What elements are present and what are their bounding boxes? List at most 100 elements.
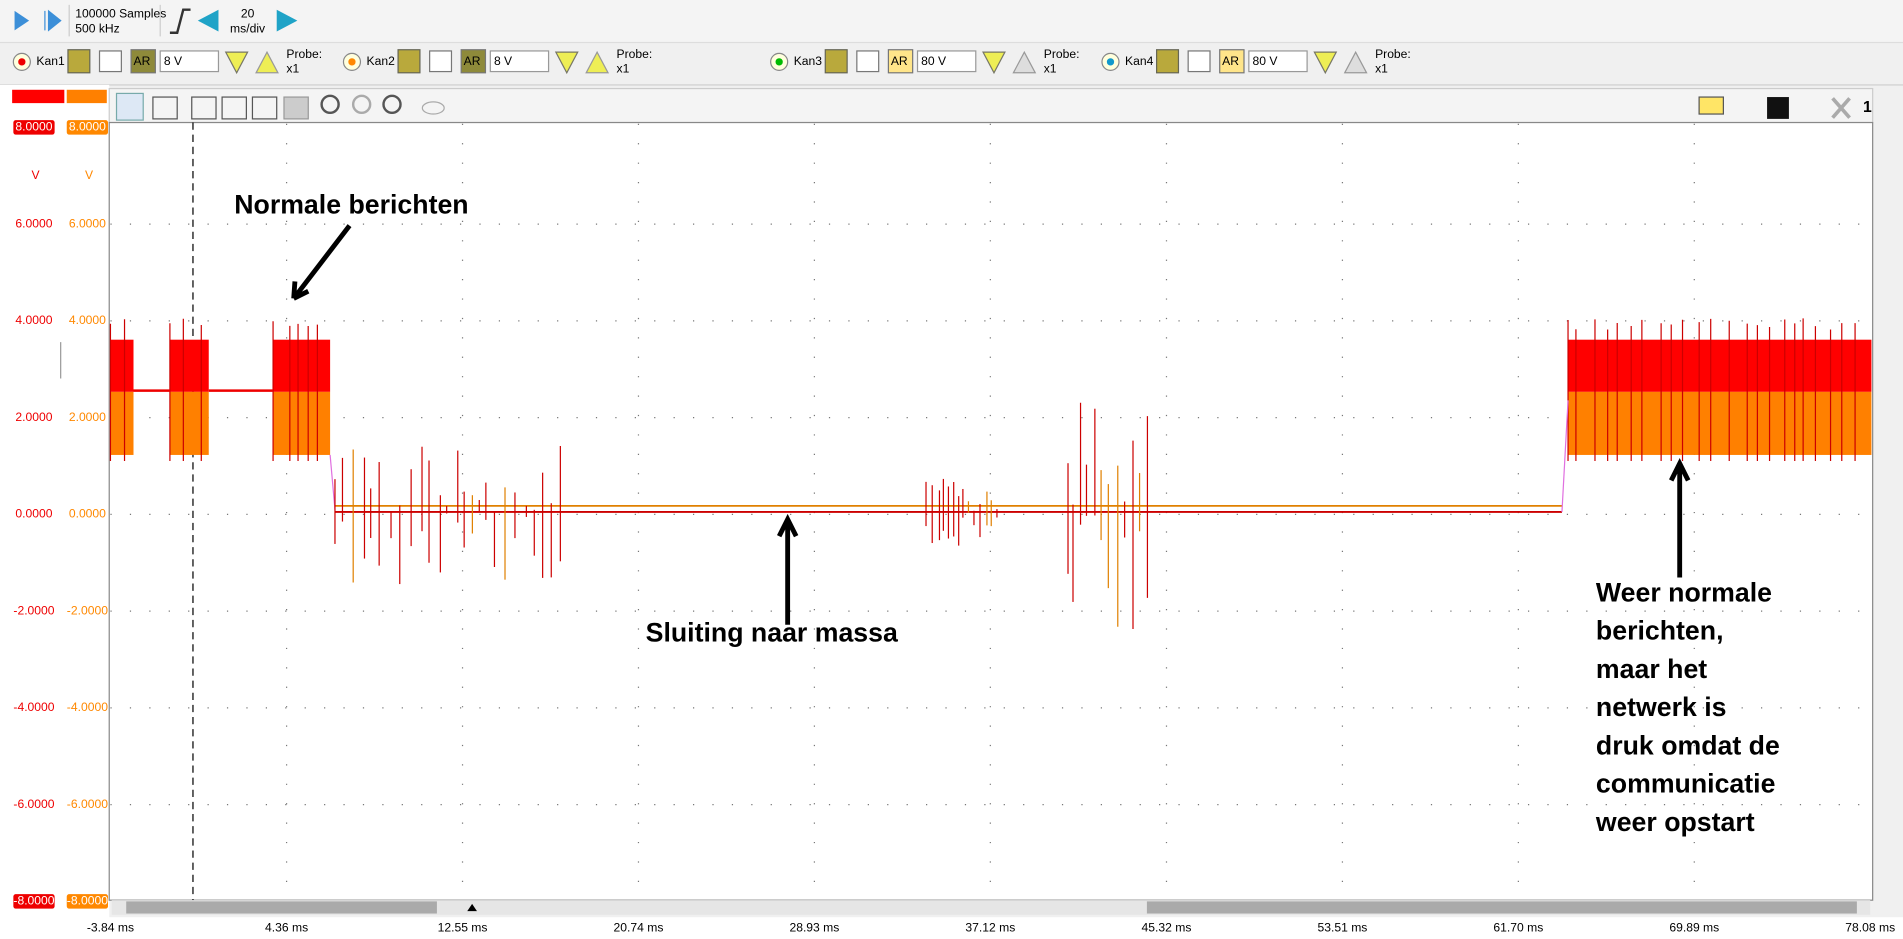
y-tick-label: -6.0000 (67, 797, 108, 811)
x-tick-label: 37.12 ms (965, 920, 1015, 934)
value-button[interactable] (397, 49, 421, 74)
range: 80 V (1252, 54, 1278, 68)
offset-down[interactable] (554, 51, 579, 75)
offset-down[interactable] (224, 51, 249, 75)
settings-button[interactable] (856, 50, 880, 73)
rate: 500 kHz (75, 21, 119, 35)
trace-low (169, 391, 209, 455)
ar-button[interactable] (130, 49, 156, 74)
axis-panel (0, 84, 110, 923)
range-box (66, 120, 109, 135)
timebase-value: 20 (241, 7, 255, 21)
range-select[interactable] (916, 50, 977, 73)
samples: 100000 Samples (75, 7, 166, 21)
settings-button[interactable] (1187, 50, 1211, 73)
y-tick-label: 2.0000 (69, 410, 106, 424)
offset-down[interactable] (1313, 51, 1338, 75)
y-tick-label: -8.0000 (13, 894, 54, 908)
range-box (66, 894, 109, 909)
offset-down[interactable] (982, 51, 1006, 75)
ar-button[interactable] (887, 49, 914, 74)
probe: Probe: (1375, 47, 1411, 61)
cursor-count: 1 (1863, 99, 1872, 116)
channel-name: Kan2 (367, 54, 396, 68)
y-tick-label: -8.0000 (67, 894, 108, 908)
x-tick-label: 28.93 ms (789, 920, 839, 934)
offset-up[interactable] (585, 50, 610, 74)
channel-name: Kan3 (794, 54, 823, 68)
range-select[interactable] (489, 50, 550, 73)
y-tick-label: -4.0000 (67, 700, 108, 714)
range-box (13, 894, 55, 909)
channel-name: Kan4 (1125, 54, 1154, 68)
timebase-up[interactable] (276, 9, 298, 32)
y-tick-label: 2.0000 (15, 410, 52, 424)
ar-label: AR (1222, 54, 1239, 68)
offset-up[interactable] (1012, 50, 1037, 74)
annotation-line: maar het (1596, 654, 1707, 684)
toolbar (0, 0, 1903, 43)
single-button[interactable] (44, 9, 62, 32)
annotation-line: weer opstart (1595, 807, 1755, 837)
range-select[interactable] (159, 50, 220, 73)
probe: Probe: (617, 47, 653, 61)
probe: Probe: (1044, 47, 1080, 61)
x-tick-label: 12.55 ms (438, 920, 488, 934)
ar-button[interactable] (1219, 49, 1245, 74)
x-tick-label: 78.08 ms (1845, 920, 1895, 934)
range: 8 V (494, 54, 513, 68)
value-button[interactable] (67, 49, 91, 74)
y-tick-label: 4.0000 (69, 313, 106, 327)
timebase-down[interactable] (197, 9, 219, 32)
y-tick-label: 0.0000 (69, 507, 106, 521)
probe-value: x1 (617, 61, 630, 75)
transition (329, 400, 1569, 512)
trace-high (273, 339, 331, 392)
timebase-unit: ms/div (230, 21, 266, 35)
probe-value: x1 (286, 61, 299, 75)
offset-up[interactable] (255, 50, 279, 74)
range-select[interactable] (1248, 50, 1308, 73)
probe-value: x1 (1044, 61, 1057, 75)
x-tick-label: 53.51 ms (1317, 920, 1367, 934)
annotation-line: berichten, (1596, 616, 1724, 646)
annotation: Sluiting naar massa (646, 618, 899, 648)
trace-low (1568, 391, 1872, 455)
plot-toolbar (108, 87, 1874, 124)
value-button[interactable] (824, 49, 848, 74)
trace-low (273, 391, 331, 455)
y-tick-label: 6.0000 (69, 216, 106, 230)
ar-button[interactable] (460, 49, 487, 74)
annotation-line: Weer normale (1596, 578, 1772, 608)
range: 8 V (164, 54, 183, 68)
y-tick-label: 0.0000 (15, 507, 52, 521)
channel-dot (1106, 58, 1115, 66)
annotation-line: druk omdat de (1596, 730, 1780, 760)
y-unit: V (32, 168, 41, 182)
settings-button[interactable] (429, 50, 453, 73)
trace-high (110, 339, 134, 392)
y-tick-label: 4.0000 (15, 313, 52, 327)
trigger-button[interactable] (169, 8, 191, 34)
arrow (1669, 458, 1691, 578)
probe: Probe: (286, 47, 322, 61)
range: 80 V (921, 54, 947, 68)
time-axis (0, 917, 1903, 939)
y-tick-label: 8.0000 (69, 120, 106, 134)
value-button[interactable] (1155, 49, 1180, 74)
x-tick-label: 4.36 ms (265, 920, 308, 934)
plot-tools[interactable] (115, 92, 1851, 121)
ar-label: AR (134, 54, 151, 68)
x-tick-label: 20.74 ms (614, 920, 664, 934)
settings-button[interactable] (98, 50, 122, 73)
waveform (109, 318, 1872, 630)
ar-label: AR (891, 54, 908, 68)
ar-label: AR (464, 54, 481, 68)
run-button[interactable] (14, 10, 30, 31)
trace-high (169, 339, 209, 392)
y-unit: V (85, 168, 94, 182)
offset-up[interactable] (1343, 50, 1368, 74)
